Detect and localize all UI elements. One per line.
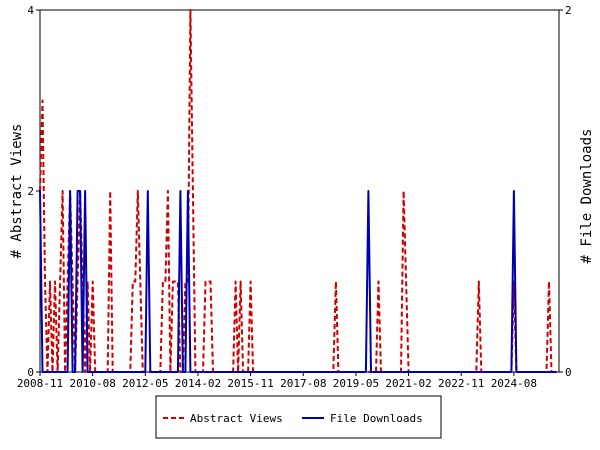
left-tick-label: 2 — [27, 185, 34, 198]
series-line-abstract-views — [39, 9, 557, 373]
series-layer — [39, 9, 557, 373]
x-tick-label: 2021-02 — [385, 377, 431, 390]
series-line-file-downloads — [39, 190, 557, 373]
x-tick-label: 2015-11 — [227, 377, 273, 390]
left-tick-label: 0 — [27, 366, 34, 379]
legend-label-abstract-views: Abstract Views — [190, 412, 283, 425]
legend-label-file-downloads: File Downloads — [330, 412, 423, 425]
x-tick-label: 2024-08 — [491, 377, 537, 390]
x-tick-label: 2010-08 — [69, 377, 115, 390]
x-tick-label: 2022-11 — [438, 377, 484, 390]
left-axis-title: # Abstract Views — [9, 124, 25, 259]
plot-frame — [39, 9, 560, 373]
legend: Abstract Views File Downloads — [155, 395, 442, 439]
axis-layer: 2008-11 2010-08 2012-05 2014-02 2015-11 2017-… — [17, 4, 572, 390]
x-tick-label: 2017-08 — [280, 377, 326, 390]
x-tick-label: 2008-11 — [17, 377, 63, 390]
right-axis-title: # File Downloads — [579, 129, 595, 264]
x-tick-label: 2012-05 — [122, 377, 168, 390]
x-tick-label: 2019-05 — [333, 377, 379, 390]
x-tick-label: 2014-02 — [175, 377, 221, 390]
right-tick-label: 2 — [565, 4, 572, 17]
legend-box — [155, 395, 442, 439]
right-tick-label: 0 — [565, 366, 572, 379]
left-tick-label: 4 — [27, 4, 34, 17]
